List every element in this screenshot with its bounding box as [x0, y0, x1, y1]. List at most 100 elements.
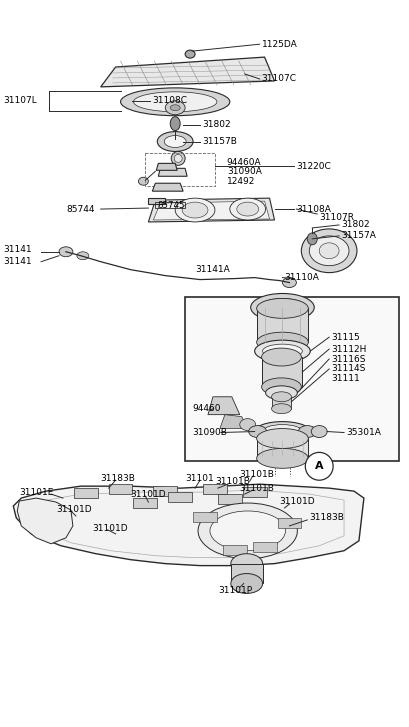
Polygon shape	[109, 484, 133, 494]
Ellipse shape	[307, 233, 317, 245]
Text: 31101B: 31101B	[240, 470, 274, 479]
Ellipse shape	[255, 340, 310, 362]
Ellipse shape	[319, 243, 339, 259]
Text: 31183B: 31183B	[101, 474, 136, 483]
Ellipse shape	[262, 348, 301, 366]
Ellipse shape	[272, 403, 291, 414]
Ellipse shape	[59, 246, 73, 257]
Polygon shape	[153, 201, 270, 220]
Text: 31101D: 31101D	[56, 505, 92, 513]
Polygon shape	[231, 563, 263, 584]
Ellipse shape	[263, 425, 302, 438]
Polygon shape	[243, 487, 267, 497]
Polygon shape	[220, 414, 248, 428]
Text: 31220C: 31220C	[297, 162, 331, 171]
Text: 31101: 31101	[185, 474, 214, 483]
Text: 31141: 31141	[3, 245, 32, 254]
Text: 31101P: 31101P	[218, 586, 252, 595]
Polygon shape	[101, 57, 274, 87]
Text: 31116S: 31116S	[331, 355, 366, 364]
Ellipse shape	[165, 101, 185, 115]
Ellipse shape	[231, 574, 263, 593]
Ellipse shape	[263, 344, 302, 358]
Ellipse shape	[256, 332, 308, 352]
Polygon shape	[153, 486, 177, 496]
Ellipse shape	[265, 386, 297, 400]
Bar	[185, 297, 399, 462]
Ellipse shape	[262, 378, 301, 395]
Text: 31112H: 31112H	[331, 345, 366, 353]
Text: 12492: 12492	[227, 177, 255, 185]
Ellipse shape	[157, 132, 193, 151]
Polygon shape	[193, 512, 217, 522]
Text: 85744: 85744	[66, 204, 94, 214]
Polygon shape	[13, 484, 364, 566]
Ellipse shape	[298, 425, 316, 438]
Polygon shape	[277, 518, 301, 528]
Ellipse shape	[301, 229, 357, 273]
Text: 31111: 31111	[331, 374, 360, 383]
Text: 31101D: 31101D	[93, 524, 128, 534]
Text: 31107C: 31107C	[262, 74, 297, 84]
Text: 31802: 31802	[341, 220, 370, 230]
Text: 1125DA: 1125DA	[262, 40, 297, 49]
Polygon shape	[153, 183, 183, 191]
Ellipse shape	[77, 252, 89, 260]
Ellipse shape	[237, 202, 258, 216]
Text: 31107R: 31107R	[319, 212, 354, 222]
Ellipse shape	[175, 198, 215, 222]
Text: 94460: 94460	[192, 404, 220, 413]
Text: 31101B: 31101B	[215, 477, 250, 486]
Ellipse shape	[309, 236, 349, 265]
Ellipse shape	[198, 503, 297, 558]
Text: 31110A: 31110A	[284, 273, 319, 282]
Polygon shape	[74, 488, 98, 498]
Polygon shape	[262, 357, 302, 387]
Text: 31114S: 31114S	[331, 364, 366, 374]
Text: A: A	[315, 462, 324, 471]
Ellipse shape	[256, 428, 308, 449]
Ellipse shape	[210, 511, 285, 551]
Polygon shape	[17, 498, 73, 544]
Ellipse shape	[230, 198, 265, 220]
Ellipse shape	[283, 278, 297, 287]
Text: 31101B: 31101B	[240, 483, 274, 493]
Polygon shape	[203, 484, 227, 494]
Ellipse shape	[185, 50, 195, 58]
Ellipse shape	[171, 151, 185, 165]
Ellipse shape	[121, 88, 230, 116]
Text: 31101D: 31101D	[130, 489, 166, 499]
Ellipse shape	[311, 425, 327, 438]
Circle shape	[305, 452, 333, 481]
Polygon shape	[256, 438, 308, 458]
Polygon shape	[133, 498, 157, 508]
Ellipse shape	[133, 92, 217, 112]
Ellipse shape	[170, 117, 180, 131]
Ellipse shape	[256, 449, 308, 468]
Text: 35301A: 35301A	[346, 428, 381, 437]
Text: 31108C: 31108C	[153, 96, 187, 105]
Text: 31141: 31141	[3, 257, 32, 266]
Text: 31157B: 31157B	[202, 137, 237, 146]
Text: 31107L: 31107L	[3, 96, 37, 105]
Ellipse shape	[139, 177, 148, 185]
Text: 31141A: 31141A	[195, 265, 230, 274]
Text: 31108A: 31108A	[297, 204, 331, 214]
Polygon shape	[253, 542, 276, 552]
Polygon shape	[168, 492, 192, 502]
Ellipse shape	[231, 554, 263, 574]
Text: 94460A: 94460A	[227, 158, 261, 167]
Ellipse shape	[182, 202, 208, 218]
Text: 31101D: 31101D	[279, 497, 315, 505]
Ellipse shape	[240, 419, 256, 430]
Text: 31183B: 31183B	[309, 513, 344, 523]
Text: 31090A: 31090A	[227, 166, 262, 176]
Polygon shape	[148, 198, 274, 222]
Polygon shape	[156, 164, 177, 170]
Ellipse shape	[249, 425, 267, 438]
Ellipse shape	[251, 294, 314, 321]
Text: 31090B: 31090B	[192, 428, 227, 437]
Polygon shape	[158, 169, 187, 176]
Polygon shape	[272, 397, 291, 409]
Text: 31101E: 31101E	[19, 488, 54, 497]
